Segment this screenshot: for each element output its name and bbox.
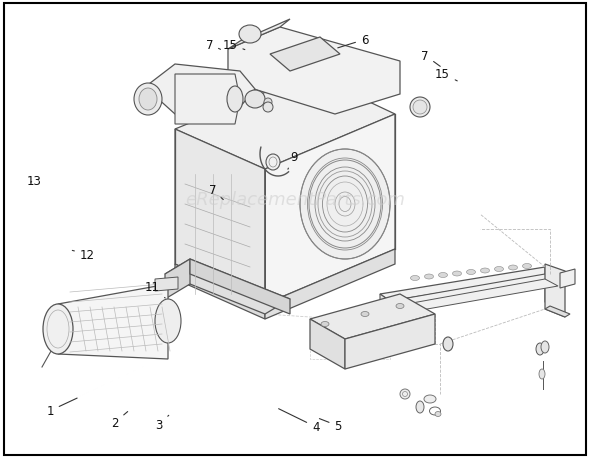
Ellipse shape: [411, 276, 419, 281]
Ellipse shape: [139, 89, 157, 111]
Polygon shape: [310, 319, 345, 369]
Text: 11: 11: [145, 280, 165, 298]
Ellipse shape: [300, 150, 390, 259]
Ellipse shape: [396, 304, 404, 309]
Ellipse shape: [467, 270, 476, 275]
Polygon shape: [270, 38, 340, 72]
Ellipse shape: [264, 99, 272, 107]
Ellipse shape: [245, 91, 265, 109]
Text: eReplacementParts.com: eReplacementParts.com: [185, 190, 405, 208]
Ellipse shape: [400, 389, 410, 399]
Polygon shape: [545, 264, 565, 317]
Text: 7: 7: [206, 39, 221, 51]
Ellipse shape: [443, 337, 453, 351]
Ellipse shape: [155, 299, 181, 343]
Ellipse shape: [424, 274, 434, 280]
Polygon shape: [165, 259, 290, 314]
Text: 15: 15: [435, 68, 457, 82]
Text: 13: 13: [27, 175, 42, 188]
Polygon shape: [58, 285, 168, 359]
Ellipse shape: [134, 84, 162, 116]
Ellipse shape: [239, 26, 261, 44]
Polygon shape: [310, 294, 435, 339]
Text: 7: 7: [421, 50, 440, 67]
Polygon shape: [390, 274, 560, 309]
Text: 15: 15: [222, 39, 245, 51]
Ellipse shape: [361, 312, 369, 317]
Polygon shape: [228, 20, 290, 50]
Text: 9: 9: [288, 151, 297, 170]
Text: 6: 6: [337, 34, 368, 49]
Polygon shape: [390, 280, 558, 315]
Ellipse shape: [536, 343, 544, 355]
Ellipse shape: [480, 269, 490, 274]
Ellipse shape: [494, 267, 503, 272]
Polygon shape: [265, 115, 395, 304]
Polygon shape: [175, 75, 240, 125]
Ellipse shape: [413, 101, 427, 115]
Polygon shape: [175, 130, 265, 304]
Text: 12: 12: [73, 248, 95, 261]
Polygon shape: [380, 268, 555, 302]
Ellipse shape: [539, 369, 545, 379]
Ellipse shape: [453, 271, 461, 276]
Polygon shape: [145, 65, 255, 115]
Text: 5: 5: [319, 419, 342, 432]
Text: 2: 2: [112, 412, 127, 429]
Ellipse shape: [509, 265, 517, 270]
Polygon shape: [345, 314, 435, 369]
Polygon shape: [165, 259, 190, 299]
Ellipse shape: [424, 395, 436, 403]
Ellipse shape: [263, 103, 273, 113]
Text: 3: 3: [156, 415, 169, 431]
Ellipse shape: [523, 264, 532, 269]
Ellipse shape: [541, 341, 549, 353]
Ellipse shape: [416, 401, 424, 413]
Ellipse shape: [227, 87, 243, 113]
Polygon shape: [228, 28, 400, 115]
Ellipse shape: [435, 412, 441, 417]
Text: 4: 4: [278, 409, 319, 433]
Polygon shape: [560, 269, 575, 288]
Ellipse shape: [321, 322, 329, 327]
Polygon shape: [545, 268, 555, 309]
Polygon shape: [175, 75, 395, 170]
Polygon shape: [175, 264, 265, 319]
Ellipse shape: [438, 273, 447, 278]
Text: 7: 7: [209, 184, 223, 200]
Polygon shape: [545, 306, 570, 317]
Polygon shape: [190, 259, 290, 314]
Polygon shape: [265, 249, 395, 319]
Text: 1: 1: [47, 398, 77, 417]
Polygon shape: [380, 294, 390, 314]
Ellipse shape: [266, 155, 280, 171]
Ellipse shape: [410, 98, 430, 118]
Polygon shape: [155, 277, 178, 291]
Ellipse shape: [43, 304, 73, 354]
